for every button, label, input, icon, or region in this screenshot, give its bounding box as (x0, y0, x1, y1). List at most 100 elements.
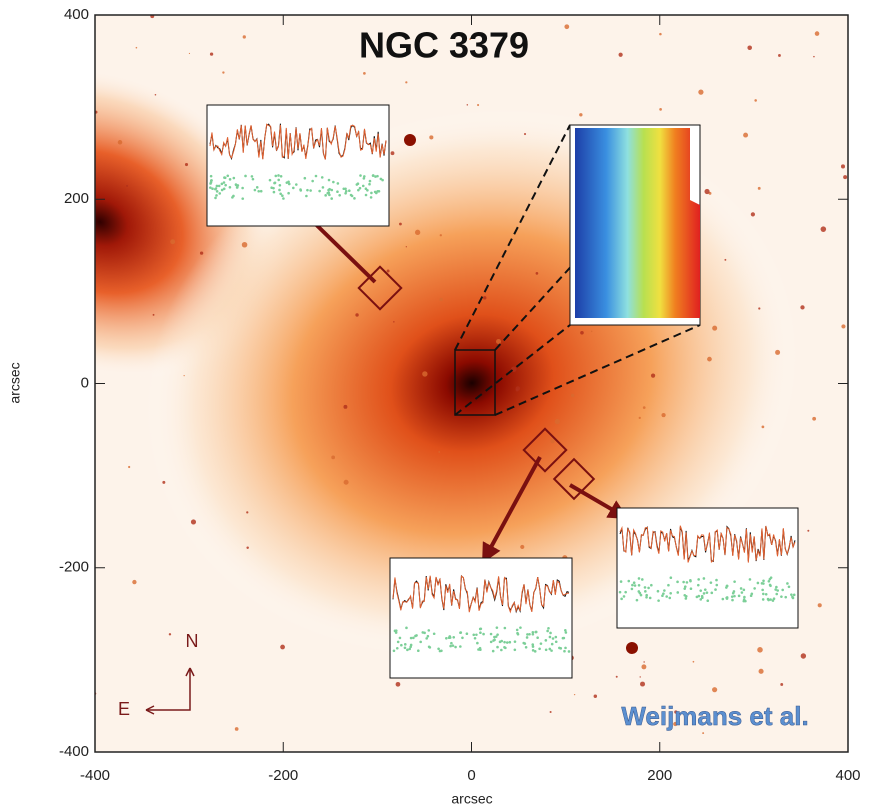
star (152, 313, 155, 316)
residual-dot (287, 191, 290, 195)
star (222, 71, 225, 74)
residual-dot (348, 189, 351, 193)
residual-dot (251, 177, 255, 181)
star (626, 642, 638, 654)
residual-dot (403, 646, 407, 650)
residual-dot (554, 635, 558, 639)
star (650, 373, 656, 378)
star (757, 647, 763, 653)
residual-dot (473, 636, 477, 640)
star (820, 226, 827, 232)
residual-dot (489, 632, 493, 636)
residual-dot (381, 178, 384, 182)
residual-dot (449, 644, 452, 648)
star (754, 99, 757, 102)
residual-dot (452, 636, 456, 639)
residual-dot (619, 580, 623, 583)
star (579, 113, 583, 117)
residual-dot (324, 194, 327, 197)
residual-dot (500, 648, 503, 652)
star (615, 675, 618, 678)
star (162, 480, 166, 484)
spectrum-panel (206, 104, 390, 227)
residual-dot (295, 183, 298, 186)
residual-dot (696, 583, 700, 587)
star (570, 393, 575, 398)
star (199, 251, 204, 255)
residual-dot (408, 647, 412, 651)
star (775, 349, 781, 355)
residual-dot (427, 645, 431, 649)
star (393, 321, 395, 323)
residual-dot (394, 631, 398, 634)
residual-dot (558, 646, 561, 650)
residual-dot (731, 598, 734, 602)
residual-dot (531, 630, 535, 634)
star (343, 479, 349, 485)
star (761, 425, 765, 429)
residual-dot (776, 589, 780, 592)
star (390, 151, 395, 156)
star (641, 664, 647, 670)
residual-dot (638, 591, 642, 595)
residual-dot (771, 599, 775, 602)
residual-dot (663, 589, 666, 592)
residual-dot (338, 193, 341, 197)
residual-dot (432, 632, 436, 636)
residual-dot (368, 182, 371, 186)
star (477, 103, 480, 107)
residual-dot (762, 582, 765, 585)
residual-dot (683, 585, 687, 588)
residual-dot (762, 579, 765, 583)
star (168, 633, 172, 636)
residual-dot (278, 188, 281, 192)
y-tick-label: 200 (64, 190, 89, 207)
residual-dot (775, 592, 779, 596)
compass-east: E (118, 699, 130, 719)
residual-dot (748, 578, 752, 581)
residual-dot (526, 633, 529, 636)
star (520, 544, 525, 550)
residual-dot (544, 648, 548, 652)
residual-dot (459, 631, 463, 634)
star (704, 188, 710, 195)
residual-dot (465, 632, 469, 635)
star (564, 24, 570, 30)
residual-dot (528, 632, 531, 636)
residual-dot (645, 593, 648, 597)
residual-dot (554, 640, 558, 644)
residual-dot (715, 578, 718, 582)
residual-dot (705, 591, 709, 594)
residual-dot (314, 174, 318, 178)
star (778, 54, 781, 57)
star (573, 693, 576, 696)
residual-dot (703, 588, 707, 591)
star (331, 455, 336, 460)
residual-dot (344, 191, 347, 195)
residual-dot (657, 599, 660, 602)
residual-dot (544, 639, 548, 642)
residual-dot (224, 183, 227, 187)
star (404, 134, 416, 146)
star (707, 356, 712, 362)
residual-dot (479, 631, 482, 634)
residual-dot (370, 191, 373, 195)
residual-dot (750, 592, 754, 596)
residual-dot (702, 592, 706, 595)
star (550, 438, 555, 444)
residual-dot (279, 192, 282, 196)
residual-dot (427, 629, 431, 632)
star (618, 52, 623, 57)
residual-dot (321, 186, 325, 189)
residual-dot (336, 182, 340, 185)
residual-dot (733, 594, 736, 598)
residual-dot (374, 175, 377, 178)
residual-dot (277, 174, 280, 177)
residual-dot (222, 181, 226, 184)
residual-dot (344, 189, 348, 193)
residual-dot (756, 581, 760, 585)
star (814, 31, 820, 36)
residual-dot (639, 593, 643, 597)
x-axis-label: arcsec (451, 791, 492, 807)
